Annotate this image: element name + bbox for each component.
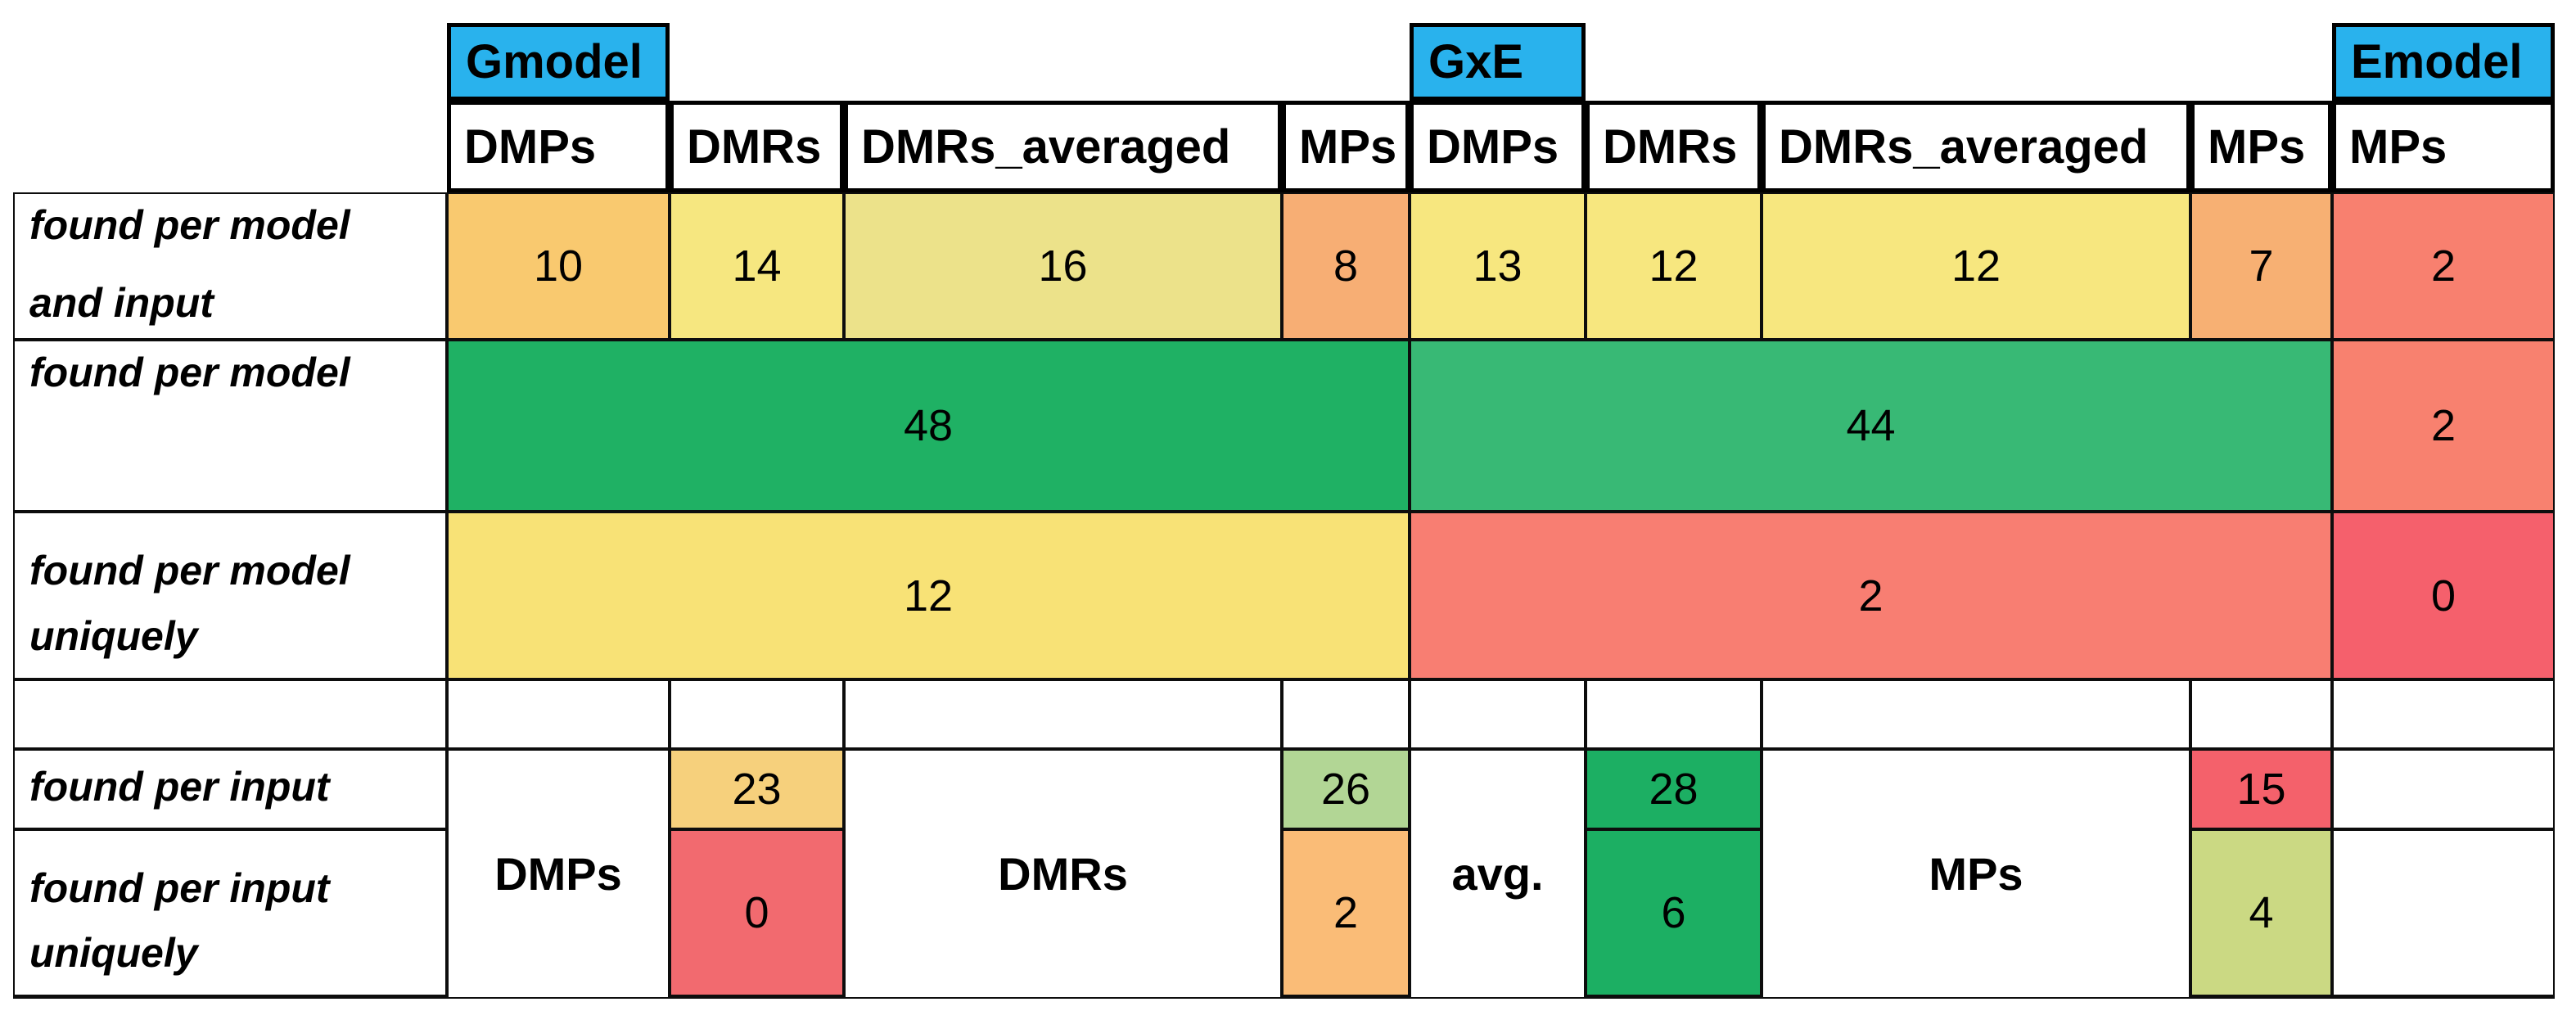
group-header-emodel: Emodel <box>2332 23 2555 101</box>
row-label-found-per-model: found per model <box>13 340 447 512</box>
spacer-cell <box>670 679 844 749</box>
row-label-found-per-input: found per input <box>13 749 447 829</box>
cell-model-input-gxe-dmrs-averaged: 12 <box>1762 192 2190 340</box>
cell-model-input-gmodel-dmrs: 14 <box>670 192 844 340</box>
row-label-found-per-model-and-input: found per model and input <box>13 192 447 340</box>
spacer-cell <box>2190 679 2332 749</box>
cell-model-input-gmodel-dmrs-averaged: 16 <box>844 192 1282 340</box>
col-header-gxe-dmrs-averaged: DMRs_averaged <box>1762 101 2190 192</box>
row-label-line: found per model <box>29 202 350 248</box>
model-comparison-table: Gmodel GxE Emodel DMPs DMRs DMRs_average… <box>13 23 2555 999</box>
row-label-line: found per input <box>29 865 330 911</box>
input-group-label-avg: avg. <box>1410 749 1586 999</box>
cell-model-input-gxe-dmps: 13 <box>1410 192 1586 340</box>
row-label-line: uniquely <box>29 612 198 659</box>
spacer-cell <box>1586 679 1762 749</box>
cell-per-input-uniquely-gxe-mps: 4 <box>2190 829 2332 999</box>
cell-per-model-uniquely-emodel: 0 <box>2332 512 2555 679</box>
cell-model-input-gmodel-dmps: 10 <box>447 192 670 340</box>
cell-per-model-emodel: 2 <box>2332 340 2555 512</box>
cell-per-model-uniquely-gxe: 2 <box>1410 512 2332 679</box>
spacer-cell <box>447 679 670 749</box>
row-label-line: uniquely <box>29 929 198 976</box>
cell-model-input-gxe-dmrs: 12 <box>1586 192 1762 340</box>
group-header-gxe: GxE <box>1410 23 1586 101</box>
cell-model-input-gxe-mps: 7 <box>2190 192 2332 340</box>
spacer-cell <box>2332 679 2555 749</box>
cell-per-input-uniquely-gmodel-dmrs: 0 <box>670 829 844 999</box>
col-header-gmodel-mps: MPs <box>1282 101 1410 192</box>
col-header-gxe-mps: MPs <box>2190 101 2332 192</box>
col-header-gmodel-dmrs-averaged: DMRs_averaged <box>844 101 1282 192</box>
spacer-cell <box>844 679 1282 749</box>
row-label-found-per-input-uniquely: found per input uniquely <box>13 829 447 999</box>
cell-per-input-uniquely-emodel-empty <box>2332 829 2555 999</box>
spacer-cell <box>13 679 447 749</box>
row-label-line: found per model <box>29 350 350 395</box>
row-label-line: found per model <box>29 548 350 593</box>
input-group-label-mps: MPs <box>1762 749 2190 999</box>
spacer-cell <box>1282 679 1410 749</box>
cell-per-input-gmodel-mps: 26 <box>1282 749 1410 829</box>
col-header-emodel-mps: MPs <box>2332 101 2555 192</box>
cell-per-model-uniquely-gmodel: 12 <box>447 512 1410 679</box>
col-header-gxe-dmrs: DMRs <box>1586 101 1762 192</box>
row-label-line: and input <box>29 279 214 326</box>
cell-per-input-gmodel-dmrs: 23 <box>670 749 844 829</box>
cell-model-input-gmodel-mps: 8 <box>1282 192 1410 340</box>
cell-per-input-gxe-dmrs: 28 <box>1586 749 1762 829</box>
col-header-gmodel-dmps: DMPs <box>447 101 670 192</box>
cell-per-input-uniquely-gmodel-mps: 2 <box>1282 829 1410 999</box>
col-header-gxe-dmps: DMPs <box>1410 101 1586 192</box>
spacer-cell <box>1410 679 1586 749</box>
cell-per-model-gxe: 44 <box>1410 340 2332 512</box>
input-group-label-dmrs: DMRs <box>844 749 1282 999</box>
cell-per-input-uniquely-gxe-dmrs: 6 <box>1586 829 1762 999</box>
cell-per-model-gmodel: 48 <box>447 340 1410 512</box>
cell-per-input-emodel-empty <box>2332 749 2555 829</box>
spacer-cell <box>1762 679 2190 749</box>
col-header-gmodel-dmrs: DMRs <box>670 101 844 192</box>
row-label-line: found per input <box>29 764 330 810</box>
cell-model-input-emodel-mps: 2 <box>2332 192 2555 340</box>
row-label-found-per-model-uniquely: found per model uniquely <box>13 512 447 679</box>
group-header-gmodel: Gmodel <box>447 23 670 101</box>
cell-per-input-gxe-mps: 15 <box>2190 749 2332 829</box>
input-group-label-dmps: DMPs <box>447 749 670 999</box>
